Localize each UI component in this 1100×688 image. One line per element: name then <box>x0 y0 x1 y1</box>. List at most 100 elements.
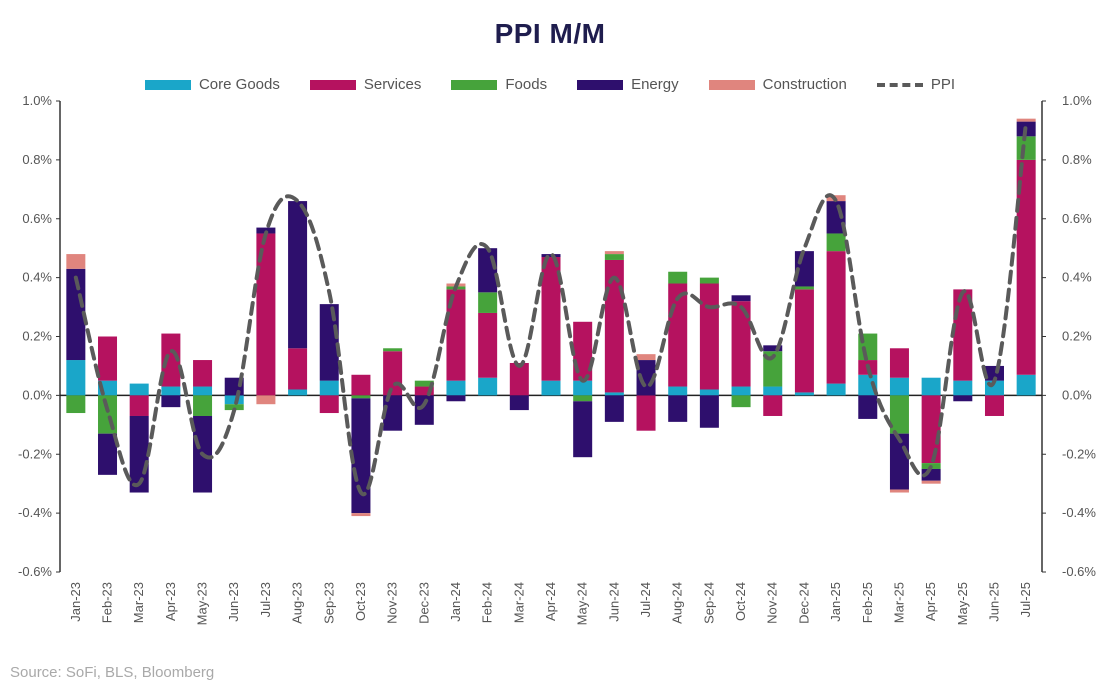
bar-core-goods <box>826 383 846 396</box>
x-tick-label: Jun-23 <box>226 582 241 622</box>
y-tick-label-left: 0.2% <box>22 329 52 344</box>
tick-labels-layer: -0.6% -0.6% -0.4% -0.4% -0.2% -0.2% 0.0% 0.0% 0.… <box>18 93 1096 625</box>
bar-services <box>541 257 561 381</box>
x-tick-label: Mar-24 <box>511 582 526 623</box>
bar-energy <box>573 401 593 458</box>
x-tick-label: Aug-24 <box>670 582 685 624</box>
bar-foods <box>604 254 624 260</box>
bar-core-goods <box>668 386 688 396</box>
bar-foods <box>478 292 498 313</box>
bar-services <box>509 362 529 396</box>
bar-energy <box>414 395 434 425</box>
bar-core-goods <box>161 386 181 396</box>
bar-core-goods <box>288 389 308 396</box>
bar-construction <box>889 489 909 493</box>
bar-core-goods <box>699 389 719 396</box>
x-tick-label: May-23 <box>195 582 210 625</box>
bar-energy <box>161 395 181 408</box>
bar-core-goods <box>921 377 941 396</box>
y-tick-label-right: 0.6% <box>1062 211 1092 226</box>
bar-services <box>604 259 624 393</box>
bar-construction <box>636 354 656 361</box>
bar-core-goods <box>224 395 244 405</box>
legend-item-core-goods: Core Goods <box>144 76 280 93</box>
bar-core-goods <box>763 386 783 396</box>
legend-swatch-services <box>309 79 356 90</box>
bar-services <box>731 301 751 387</box>
legend-swatch-construction <box>708 79 755 90</box>
y-tick-label-right: -0.4% <box>1062 505 1096 520</box>
x-tick-label: Jul-24 <box>638 582 653 617</box>
x-tick-label: Jul-23 <box>258 582 273 617</box>
legend-swatch-energy <box>577 79 624 90</box>
bar-energy <box>351 398 371 514</box>
x-tick-label: Dec-24 <box>796 582 811 624</box>
bar-services <box>414 386 434 396</box>
legend-item-energy: Energy <box>577 76 679 93</box>
x-tick-label: Feb-25 <box>860 582 875 623</box>
x-tick-label: Mar-25 <box>891 582 906 623</box>
bar-energy <box>763 345 783 352</box>
x-tick-label: May-24 <box>575 582 590 625</box>
bar-services <box>446 289 466 381</box>
bar-foods <box>794 286 814 290</box>
chart-title: PPI M/M <box>494 18 606 49</box>
legend-swatch-core-goods <box>144 79 191 90</box>
bar-energy <box>699 395 719 428</box>
bar-services <box>889 348 909 378</box>
bar-foods <box>224 404 244 411</box>
bar-energy <box>858 395 878 419</box>
y-tick-label-left: -0.2% <box>18 446 52 461</box>
ppi-line-layer <box>73 119 1029 497</box>
bar-core-goods <box>731 386 751 396</box>
x-tick-label: Apr-23 <box>163 582 178 621</box>
bar-services <box>794 289 814 393</box>
bar-construction <box>921 480 941 484</box>
y-tick-label-left: -0.4% <box>18 505 52 520</box>
x-tick-label: Jun-24 <box>606 582 621 622</box>
legend: Core Goods Services Foods Energy Constru… <box>0 76 1100 93</box>
x-tick-label: Jan-25 <box>828 582 843 622</box>
bar-services <box>1016 159 1036 375</box>
x-tick-label: Aug-23 <box>290 582 305 624</box>
x-tick-label: Nov-23 <box>385 582 400 624</box>
bar-foods <box>573 395 593 402</box>
x-tick-label: Jan-23 <box>68 582 83 622</box>
ppi-line <box>73 119 1029 497</box>
bar-core-goods <box>604 392 624 396</box>
legend-label-ppi: PPI <box>930 76 956 93</box>
bar-energy <box>636 360 656 396</box>
bar-foods <box>66 395 86 414</box>
y-tick-label-left: 0.6% <box>22 211 52 226</box>
bar-core-goods <box>66 360 86 396</box>
bar-construction <box>256 395 276 405</box>
bar-core-goods <box>573 380 593 396</box>
bar-core-goods <box>446 380 466 396</box>
bar-core-goods <box>478 377 498 396</box>
x-tick-label: Apr-24 <box>543 582 558 621</box>
bar-foods <box>1016 136 1036 160</box>
y-tick-label-right: -0.6% <box>1062 564 1096 579</box>
bar-core-goods <box>794 392 814 396</box>
legend-label-core-goods: Core Goods <box>198 76 280 93</box>
bar-foods <box>414 380 434 387</box>
y-tick-label-right: 0.2% <box>1062 329 1092 344</box>
y-tick-label-left: -0.6% <box>18 564 52 579</box>
x-tick-label: May-25 <box>955 582 970 625</box>
x-tick-label: Apr-25 <box>923 582 938 621</box>
bar-foods <box>826 233 846 252</box>
bar-core-goods <box>193 386 213 396</box>
legend-label-construction: Construction <box>762 76 847 93</box>
legend-label-foods: Foods <box>505 76 548 93</box>
legend-swatch-ppi <box>876 82 923 87</box>
legend-item-foods: Foods <box>451 76 547 93</box>
y-tick-label-right: 0.0% <box>1062 387 1092 402</box>
bar-services <box>161 333 181 387</box>
y-tick-label-left: 0.8% <box>22 152 52 167</box>
x-tick-label: Jan-24 <box>448 582 463 622</box>
bar-core-goods <box>889 377 909 396</box>
legend-swatch-foods <box>451 79 498 90</box>
x-tick-label: Feb-23 <box>100 582 115 623</box>
bar-foods <box>383 348 403 352</box>
